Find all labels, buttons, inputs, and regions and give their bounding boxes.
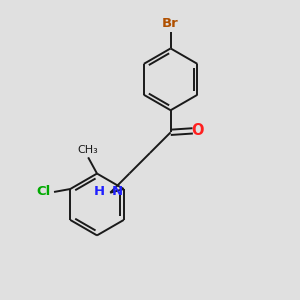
Text: H: H <box>94 185 105 198</box>
Text: Cl: Cl <box>36 185 50 199</box>
Text: N: N <box>112 185 123 198</box>
Text: CH₃: CH₃ <box>78 145 98 155</box>
Text: O: O <box>192 123 204 138</box>
Text: Br: Br <box>162 17 179 30</box>
